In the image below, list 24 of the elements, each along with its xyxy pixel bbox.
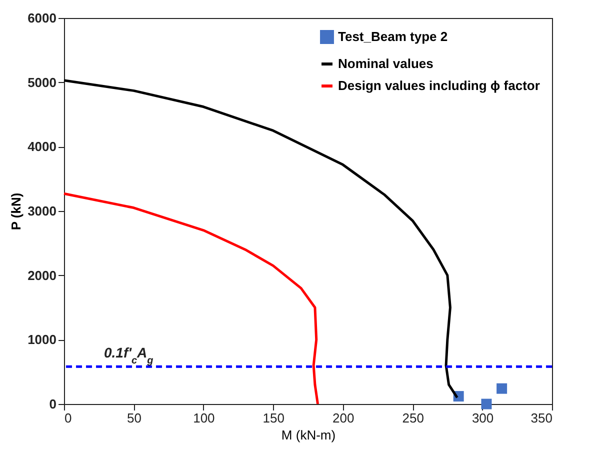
x-tick-label: 300 <box>472 410 494 426</box>
y-tick-label: 1000 <box>28 332 56 348</box>
x-tick-label: 250 <box>402 410 424 426</box>
x-tick-label: 100 <box>193 410 215 426</box>
point <box>496 383 508 394</box>
ref-line-label: 0.1f'$_{c}$A$_{g}$ <box>104 344 154 366</box>
legend-label: Test_Beam type 2 <box>338 29 448 44</box>
y-tick-label: 2000 <box>28 268 56 283</box>
legend-label: Nominal values <box>338 56 434 71</box>
x-tick-label: 150 <box>262 410 284 426</box>
x-tick-label: 200 <box>332 410 354 426</box>
x-tick-label: 350 <box>530 410 552 426</box>
point <box>481 398 492 410</box>
x-axis-title: M (kN-m) <box>281 428 336 442</box>
y-tick-label: 3000 <box>28 204 56 218</box>
x-tick-label: 50 <box>126 410 142 426</box>
x-tick-label: 0 <box>64 410 72 426</box>
y-tick-label: 5000 <box>28 74 56 90</box>
y-axis-title: P (kN) <box>8 192 24 230</box>
y-tick-label: 6000 <box>28 10 56 26</box>
legend-label: Design values including ϕ factor <box>338 78 540 93</box>
y-tick-label: 0 <box>49 396 56 412</box>
line-series <box>62 192 320 406</box>
y-tick-label: 4000 <box>28 139 56 154</box>
